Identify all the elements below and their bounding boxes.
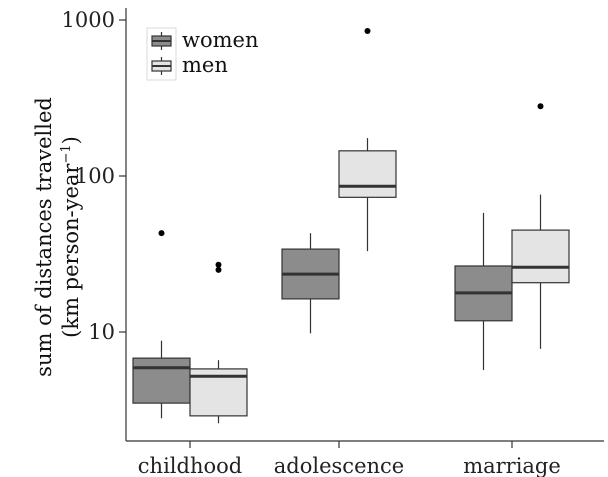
x-tick-label: marriage bbox=[463, 454, 561, 477]
box-women-childhood bbox=[132, 230, 191, 419]
outlier-point bbox=[215, 261, 222, 268]
y-axis-title: sum of distances travelled bbox=[32, 97, 56, 377]
box-women-adolescence bbox=[281, 233, 340, 334]
outlier-point bbox=[537, 103, 544, 110]
legend-item-men: men bbox=[151, 53, 228, 77]
box-men-adolescence bbox=[338, 28, 397, 252]
box-iqr bbox=[338, 150, 397, 198]
box-iqr bbox=[511, 229, 570, 284]
outlier-point bbox=[215, 266, 222, 273]
plot-area bbox=[132, 28, 570, 424]
outlier-point bbox=[158, 230, 165, 237]
y-axis-unit-exponent: −1 bbox=[59, 144, 74, 163]
y-axis-unit: (km person-year−1) bbox=[59, 136, 83, 338]
legend-label: women bbox=[182, 28, 258, 52]
y-axis-unit-close: ) bbox=[59, 136, 83, 144]
box-women-marriage bbox=[454, 212, 513, 371]
box-iqr bbox=[132, 357, 191, 404]
y-tick-label: 100 bbox=[75, 164, 115, 188]
outlier-point bbox=[364, 28, 371, 35]
y-axis-title-line1: sum of distances travelled bbox=[32, 97, 56, 377]
y-axis-unit-text: (km person-year bbox=[59, 163, 83, 338]
box-men-marriage bbox=[511, 103, 570, 349]
legend-label: men bbox=[182, 53, 228, 77]
y-tick-label: 10 bbox=[88, 320, 115, 344]
legend-item-women: women bbox=[151, 28, 258, 52]
x-tick-label: adolescence bbox=[274, 454, 404, 477]
x-tick-label: childhood bbox=[138, 454, 242, 477]
box-men-childhood bbox=[189, 261, 248, 424]
y-tick-label: 1000 bbox=[62, 8, 115, 32]
